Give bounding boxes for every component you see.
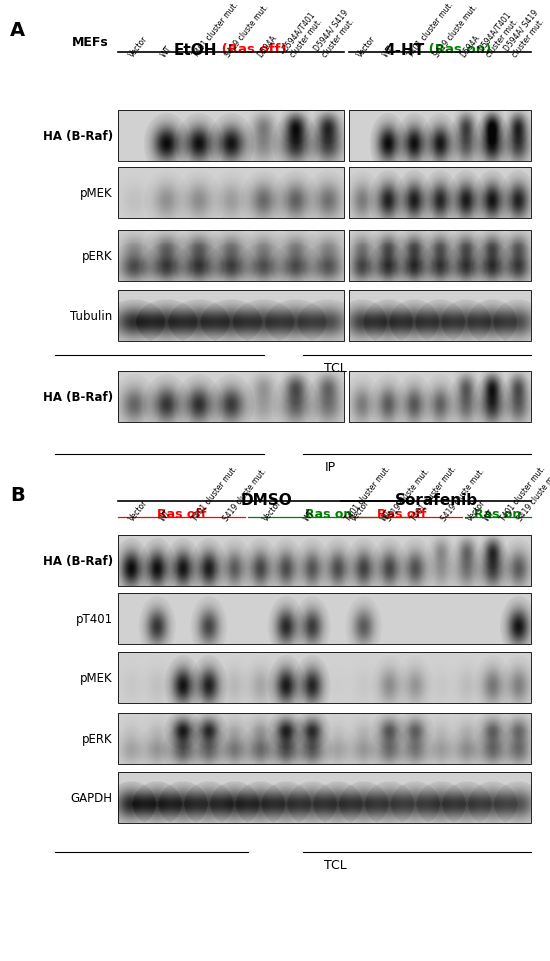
Text: MEFs: MEFs — [72, 36, 108, 49]
Text: WT: WT — [160, 44, 174, 60]
Text: Ras on: Ras on — [305, 507, 353, 521]
Text: (Ras off): (Ras off) — [217, 43, 287, 57]
Text: D594A: D594A — [459, 34, 482, 60]
Text: Tubulin: Tubulin — [70, 309, 113, 322]
Bar — [118, 535, 531, 586]
Text: D594A/ S419
cluster mut.: D594A/ S419 cluster mut. — [503, 9, 548, 60]
Bar — [118, 372, 344, 423]
Text: pT401: pT401 — [76, 612, 113, 625]
Text: Ras off: Ras off — [157, 507, 206, 521]
Text: A: A — [10, 21, 25, 40]
Text: D594A: D594A — [256, 34, 279, 60]
Bar — [118, 290, 344, 341]
Text: WT: WT — [302, 507, 317, 523]
Text: TCL: TCL — [324, 361, 347, 375]
Text: B: B — [10, 485, 25, 505]
Text: D594A/T401
cluster mut.: D594A/T401 cluster mut. — [280, 11, 324, 60]
Text: WT: WT — [158, 507, 173, 523]
Text: TCL: TCL — [324, 858, 347, 872]
Text: Vector: Vector — [466, 498, 488, 523]
Text: pMEK: pMEK — [80, 187, 113, 200]
Text: T401 cluster mut.: T401 cluster mut. — [499, 464, 548, 523]
Text: T401 cluster mut.: T401 cluster mut. — [190, 464, 239, 523]
Text: D594A/T401
cluster mut.: D594A/T401 cluster mut. — [476, 11, 521, 60]
Text: Vector: Vector — [127, 35, 150, 60]
Text: DMSO: DMSO — [241, 492, 293, 507]
Text: EtOH: EtOH — [173, 43, 217, 59]
Text: Ras off: Ras off — [377, 507, 426, 521]
Text: pMEK: pMEK — [80, 672, 113, 684]
Text: Vector: Vector — [261, 498, 283, 523]
Text: GAPDH: GAPDH — [71, 792, 113, 804]
Text: HA (B-Raf): HA (B-Raf) — [43, 130, 113, 142]
Text: pERK: pERK — [82, 250, 113, 262]
Text: T401 cluster mut.: T401 cluster mut. — [410, 464, 458, 523]
Text: S419 cluste mut.: S419 cluste mut. — [515, 466, 550, 523]
Bar — [118, 168, 344, 219]
Bar — [118, 231, 344, 282]
Text: WT: WT — [379, 507, 394, 523]
Text: Vector: Vector — [355, 35, 377, 60]
Text: WT: WT — [482, 507, 497, 523]
Text: 4-HT: 4-HT — [384, 43, 425, 59]
Text: T401 cluster mut.: T401 cluster mut. — [192, 1, 240, 60]
Text: Vector: Vector — [349, 498, 371, 523]
Text: S419 cluste mut.: S419 cluste mut. — [440, 466, 487, 523]
Bar — [118, 593, 531, 644]
Text: Ras on: Ras on — [474, 507, 521, 521]
Text: S419 cluste mut.: S419 cluste mut. — [385, 466, 432, 523]
Bar — [349, 290, 531, 341]
Bar — [349, 372, 531, 423]
Bar — [349, 168, 531, 219]
Text: S419 cluste mut.: S419 cluste mut. — [433, 3, 480, 60]
Text: T401 cluster mut.: T401 cluster mut. — [407, 1, 456, 60]
Text: S419 cluste mut.: S419 cluste mut. — [224, 3, 271, 60]
Text: Vector: Vector — [127, 498, 149, 523]
Bar — [118, 713, 531, 764]
Text: D594A/ S419
cluster mut.: D594A/ S419 cluster mut. — [312, 9, 359, 60]
Bar — [118, 111, 344, 161]
Text: Sorafenib: Sorafenib — [394, 492, 478, 507]
Text: IP: IP — [324, 460, 336, 474]
Text: HA (B-Raf): HA (B-Raf) — [43, 554, 113, 567]
Text: WT: WT — [381, 44, 395, 60]
Bar — [118, 653, 531, 703]
Text: pERK: pERK — [82, 732, 113, 745]
Bar — [349, 111, 531, 161]
Text: HA (B-Raf): HA (B-Raf) — [43, 391, 113, 404]
Text: S419 cluste mut.: S419 cluste mut. — [222, 466, 269, 523]
Bar — [118, 773, 531, 824]
Text: (Ras on): (Ras on) — [424, 43, 491, 57]
Text: T401 cluster mut.: T401 cluster mut. — [344, 464, 392, 523]
Bar — [349, 231, 531, 282]
